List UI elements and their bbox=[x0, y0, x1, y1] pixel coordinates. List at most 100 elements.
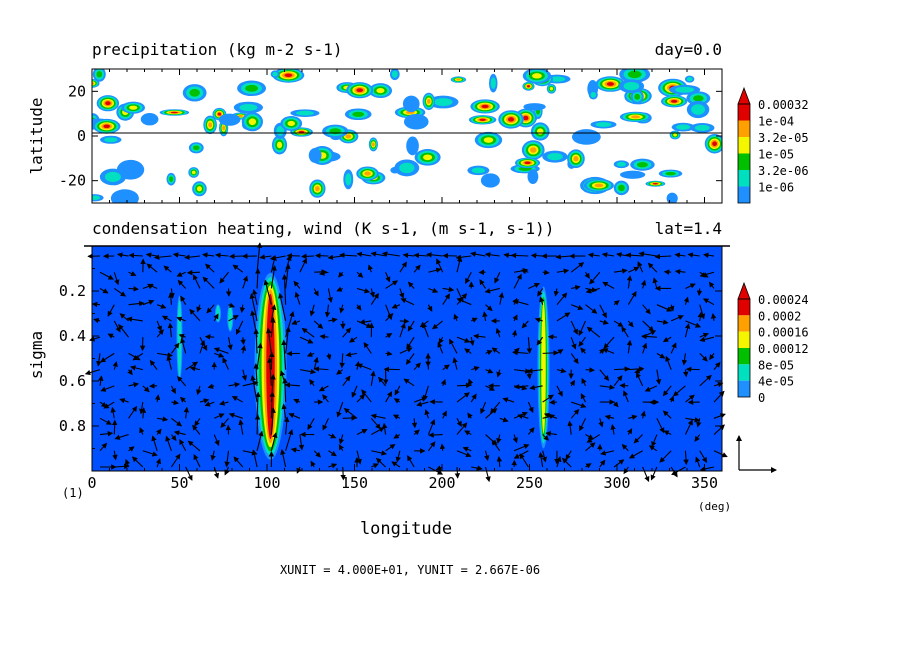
wind-vector bbox=[556, 292, 568, 306]
precip-cell bbox=[529, 147, 537, 153]
wind-vector bbox=[601, 252, 615, 258]
wind-vector bbox=[703, 252, 715, 258]
wind-vector bbox=[496, 369, 502, 378]
wind-vector bbox=[228, 412, 243, 419]
wind-vector bbox=[343, 407, 358, 419]
heating-ytick-label: 0.6 bbox=[59, 372, 86, 390]
wind-vector bbox=[656, 319, 669, 325]
precip-cell bbox=[237, 115, 244, 118]
wind-vector bbox=[96, 353, 102, 367]
wind-vector bbox=[491, 439, 501, 452]
wind-vector bbox=[407, 455, 415, 468]
wind-vector bbox=[416, 401, 429, 407]
wind-vector bbox=[570, 320, 578, 335]
heating-plot-area bbox=[92, 246, 722, 471]
heating-xtick-label: 350 bbox=[691, 474, 718, 492]
wind-vector bbox=[314, 269, 328, 275]
wind-vector bbox=[322, 394, 329, 403]
wind-vector bbox=[413, 396, 428, 403]
wind-vector bbox=[235, 320, 244, 335]
wind-vector bbox=[232, 264, 244, 273]
wind-vector bbox=[146, 263, 158, 273]
wind-vector bbox=[204, 334, 215, 340]
wind-vector bbox=[586, 326, 601, 338]
heating-colorbar-label: 0.00012 bbox=[758, 342, 809, 356]
precip-cell bbox=[548, 76, 566, 82]
wind-vector bbox=[527, 401, 534, 413]
wind-vector bbox=[299, 368, 317, 375]
wind-vector bbox=[128, 252, 143, 259]
wind-vector bbox=[428, 287, 439, 293]
heating-colorbar-frame bbox=[737, 298, 751, 398]
wind-vector bbox=[685, 320, 702, 328]
wind-vector bbox=[140, 407, 147, 419]
wind-vector bbox=[359, 319, 372, 325]
wind-vector bbox=[284, 382, 300, 388]
wind-vector bbox=[313, 450, 322, 458]
wind-vector bbox=[177, 279, 187, 289]
wind-vector bbox=[580, 347, 586, 354]
precip-cell bbox=[631, 115, 641, 119]
wind-vector bbox=[612, 401, 619, 408]
wind-vector bbox=[339, 353, 345, 369]
wind-vector bbox=[428, 432, 443, 438]
wind-vector bbox=[556, 456, 562, 468]
heating-ytick-label: 0.2 bbox=[59, 282, 86, 300]
heating-colorbar-band bbox=[738, 380, 750, 397]
wind-vector bbox=[442, 286, 455, 293]
wind-vector bbox=[280, 449, 287, 468]
wind-vector bbox=[307, 418, 315, 431]
wind-vector bbox=[449, 338, 458, 354]
wind-vector bbox=[685, 394, 695, 403]
wind-vector bbox=[456, 382, 472, 389]
precip-cell bbox=[92, 195, 101, 201]
wind-vector bbox=[127, 369, 133, 376]
wind-vector bbox=[543, 412, 558, 419]
wind-vector bbox=[172, 252, 186, 258]
precip-cell bbox=[691, 104, 705, 115]
wind-vector bbox=[193, 274, 201, 289]
wind-vector bbox=[470, 251, 486, 257]
precip-cell bbox=[524, 161, 531, 165]
wind-vector bbox=[114, 434, 129, 440]
heating-ylabel: sigma bbox=[27, 331, 46, 379]
wind-vector bbox=[240, 344, 247, 354]
wind-vector bbox=[285, 429, 294, 451]
wind-vector bbox=[462, 446, 472, 452]
wind-vector bbox=[626, 275, 633, 289]
precip-colorbar-band bbox=[738, 104, 750, 121]
wind-vector bbox=[356, 251, 372, 258]
wind-vector bbox=[265, 327, 272, 354]
wind-vector bbox=[513, 383, 529, 390]
precip-cell bbox=[315, 186, 320, 192]
heating-contour bbox=[228, 305, 233, 331]
wind-vector bbox=[339, 252, 358, 258]
wind-vector bbox=[290, 447, 301, 453]
wind-vector bbox=[99, 442, 108, 452]
precip-cell bbox=[104, 137, 118, 143]
wind-vector bbox=[99, 430, 114, 437]
wind-vector bbox=[529, 384, 543, 391]
wind-vector bbox=[452, 357, 458, 370]
wind-vector bbox=[428, 267, 442, 273]
wind-vector bbox=[147, 283, 158, 289]
wind-vector bbox=[149, 359, 158, 370]
wind-vector bbox=[485, 408, 498, 419]
wind-vector bbox=[480, 401, 487, 415]
precip-cell bbox=[402, 95, 420, 113]
wind-vector bbox=[527, 427, 535, 435]
precip-field bbox=[92, 69, 722, 203]
wind-vector bbox=[199, 398, 210, 404]
precip-colorbar-band bbox=[738, 170, 750, 187]
wind-vector bbox=[512, 349, 529, 356]
wind-vector bbox=[530, 252, 543, 259]
wind-vector bbox=[395, 450, 401, 463]
wind-vector bbox=[495, 327, 501, 338]
wind-vector bbox=[585, 287, 600, 294]
wind-vector bbox=[186, 269, 200, 276]
wind-vector bbox=[424, 409, 430, 419]
wind-vector bbox=[285, 310, 295, 338]
wind-vector bbox=[192, 424, 201, 435]
wind-vector bbox=[124, 458, 131, 468]
precip-ytick-label: -20 bbox=[59, 172, 86, 190]
